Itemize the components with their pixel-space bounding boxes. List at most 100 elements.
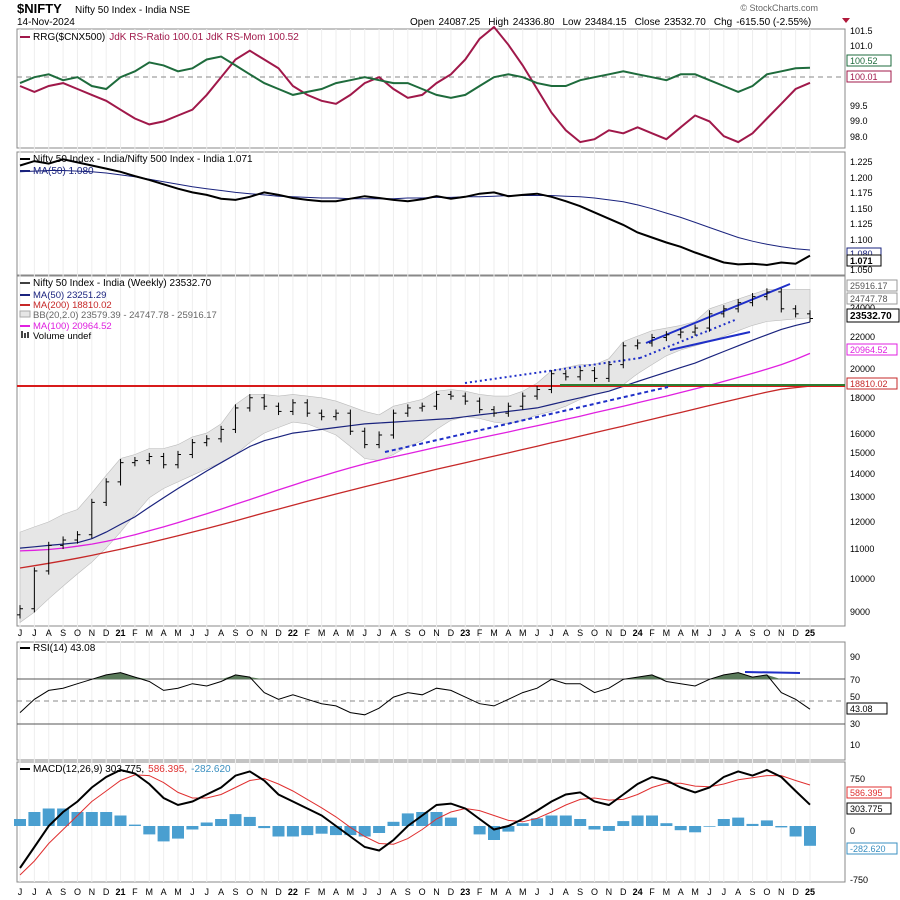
price-bar — [720, 305, 727, 318]
macd-hist-bar — [674, 826, 687, 831]
x-axis-label: D — [103, 887, 110, 897]
price-legend-text: Nifty 50 Index - India (Weekly) 23532.70 — [33, 278, 212, 289]
high-value: 24336.80 — [513, 17, 555, 28]
rrg-mom-last-box — [846, 54, 892, 67]
price-bar — [505, 402, 512, 417]
macd-hist-bar — [588, 826, 601, 830]
macd-hist-bar — [416, 812, 429, 826]
x-axis-label: S — [405, 628, 411, 638]
price-bar — [275, 402, 282, 416]
price-bar — [175, 450, 181, 469]
price-bar — [735, 299, 742, 313]
rrg-mom-last-value: 100.52 — [850, 56, 878, 66]
rrg-tick: 101.0 — [850, 41, 873, 51]
rrg-y-axis: 101.5 101.0 99.5 99.0 98.0 100.52 100.01 — [846, 26, 892, 142]
price-tick: 15000 — [850, 448, 875, 458]
price-tick: 10000 — [850, 574, 875, 584]
x-axis-label: S — [60, 887, 66, 897]
price-bar — [605, 361, 612, 383]
x-axis-label: F — [649, 887, 655, 897]
price-bar — [476, 397, 483, 414]
x-axis-label: F — [132, 887, 138, 897]
macd-hist-bar — [229, 814, 242, 826]
x-axis-label: J — [707, 628, 712, 638]
price-bar — [706, 310, 713, 332]
volume-icon-bar — [24, 333, 26, 338]
ratio-line — [19, 158, 811, 267]
x-axis-label: 24 — [633, 887, 643, 897]
ma100-legend-text: MA(100) 20964.52 — [33, 321, 112, 332]
ma100-last-box — [846, 343, 898, 356]
macd-hist-bar — [531, 818, 544, 826]
macd-hist-bar — [703, 826, 716, 827]
close-last-box — [846, 308, 900, 323]
low-value: 23484.15 — [585, 17, 627, 28]
macd-hist-bar — [114, 815, 127, 826]
price-bar — [333, 409, 339, 421]
x-axis-label: N — [261, 887, 268, 897]
ohlc-summary: Open 24087.25 High 24336.80 Low 23484.15 Close… — [410, 17, 811, 28]
x-axis-label: N — [89, 887, 96, 897]
price-bar — [131, 456, 138, 467]
price-bar — [462, 392, 469, 405]
rrg-legend: RRG($CNX500) JdK RS-Ratio 100.01 JdK RS-M… — [33, 32, 299, 43]
price-bar — [577, 367, 584, 381]
ratio-last-value: 1.071 — [850, 256, 873, 266]
price-tick: 20000 — [850, 364, 875, 374]
macd-legend-hist: -282.620 — [191, 764, 231, 775]
open-value: 24087.25 — [438, 17, 480, 28]
price-bar — [218, 425, 225, 443]
macd-hist-bar — [358, 826, 371, 837]
price-bar — [534, 385, 541, 400]
x-axis-label: J — [32, 887, 37, 897]
x-axis-label: N — [433, 628, 440, 638]
ratio-tick: 1.175 — [850, 188, 873, 198]
volume-icon — [21, 331, 23, 338]
x-axis-label: F — [477, 887, 483, 897]
ratio-legend: Nifty 50 Index - India/Nifty 500 Index -… — [33, 154, 253, 165]
macd-last-box — [846, 802, 892, 815]
x-axis-label: S — [577, 628, 583, 638]
x-axis-label: J — [190, 887, 195, 897]
macd-legend-signal: 586.395, — [148, 764, 187, 775]
macd-hist-bar — [301, 826, 314, 836]
rrg-ratio-last-box — [846, 70, 892, 83]
channel-lower-line — [669, 331, 751, 351]
x-axis-label: 21 — [116, 628, 126, 638]
rsi-tick: 10 — [850, 740, 860, 750]
x-axis-label: J — [32, 628, 37, 638]
macd-content: MACD(12,26,9) 303.775, 586.395, -282.620 7… — [14, 764, 898, 885]
bb-mid-last-value: 24747.78 — [850, 294, 888, 304]
x-axis-labels-top: J J A S O N D 21 F M A M J J A S O N D 22 F M A M J J A S O N D 23 F M A M J… — [18, 628, 815, 638]
x-axis-label: A — [563, 628, 569, 638]
index-name: Nifty 50 Index - India NSE — [75, 5, 190, 16]
ratio-y-axis: 1.225 1.200 1.175 1.150 1.125 1.100 1.05… — [846, 157, 882, 275]
price-bar — [318, 409, 325, 421]
rrg-content: RRG($CNX500) JdK RS-Ratio 100.01 JdK RS-M… — [17, 25, 892, 144]
x-axis-label: 22 — [288, 628, 298, 638]
x-axis-label: N — [778, 628, 785, 638]
price-tick: 13000 — [850, 492, 875, 502]
macd-hist-bar — [344, 826, 357, 836]
ma200-last-value: 18810.02 — [850, 379, 888, 389]
price-bar — [591, 367, 598, 383]
price-legend: Nifty 50 Index - India (Weekly) 23532.70… — [19, 278, 217, 342]
x-axis-label: F — [477, 628, 483, 638]
price-bar — [103, 478, 110, 507]
macd-hist-bar — [574, 819, 587, 826]
x-axis-label: M — [663, 887, 671, 897]
macd-hist-bar — [631, 815, 644, 826]
grid-lines — [19, 29, 811, 882]
x-axis-label: M — [347, 628, 355, 638]
macd-hist-bar — [42, 808, 55, 826]
price-bar — [31, 567, 38, 613]
rrg-legend-values: JdK RS-Ratio 100.01 JdK RS-Mom 100.52 — [109, 32, 299, 43]
x-axis-label: M — [174, 628, 182, 638]
x-axis-label: S — [577, 887, 583, 897]
x-axis-label: D — [275, 628, 282, 638]
x-axis-label: D — [620, 628, 627, 638]
price-tick: 24000 — [850, 303, 875, 313]
x-axis-label: A — [678, 887, 684, 897]
price-tick: 22000 — [850, 332, 875, 342]
ratio-tick: 1.200 — [850, 173, 873, 183]
